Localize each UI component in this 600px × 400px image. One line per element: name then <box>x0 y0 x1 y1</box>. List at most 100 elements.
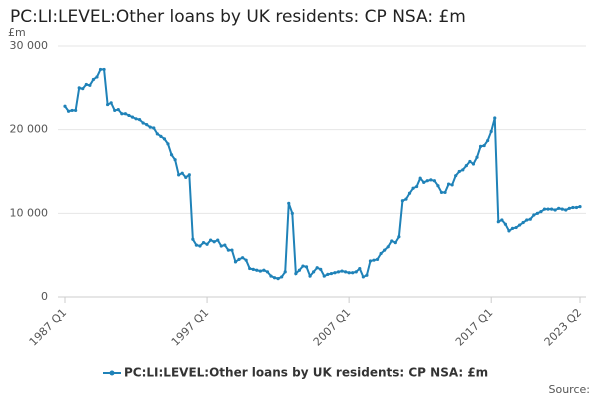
point <box>162 137 167 141</box>
point <box>262 268 266 272</box>
point <box>454 174 458 178</box>
point <box>461 168 465 172</box>
point <box>308 274 312 278</box>
point <box>120 112 124 116</box>
point <box>287 201 291 205</box>
point <box>397 235 401 239</box>
point <box>361 275 365 279</box>
point <box>113 108 117 113</box>
x-tick-label: 2017 Q1 <box>453 306 496 349</box>
point <box>518 223 522 227</box>
point <box>407 191 412 195</box>
point <box>290 211 294 215</box>
point <box>475 155 479 159</box>
point <box>368 259 373 263</box>
point <box>123 112 127 116</box>
legend-marker <box>109 370 115 376</box>
point <box>333 271 337 275</box>
point <box>510 226 515 230</box>
point <box>347 271 351 275</box>
point <box>230 248 234 252</box>
point <box>312 270 316 274</box>
point <box>269 274 273 278</box>
point <box>422 180 426 184</box>
point <box>446 182 451 186</box>
y-unit: £m <box>8 26 26 39</box>
point <box>535 211 539 215</box>
point <box>191 237 195 241</box>
point <box>145 123 149 127</box>
point <box>169 153 174 157</box>
point <box>177 173 181 177</box>
y-tick-label: 30 000 <box>10 39 49 52</box>
y-tick-label: 20 000 <box>10 123 49 136</box>
point <box>237 257 241 261</box>
point <box>464 164 468 168</box>
point <box>272 276 277 280</box>
y-tick-label: 10 000 <box>10 206 49 219</box>
point <box>130 115 135 119</box>
point <box>201 241 206 245</box>
point <box>507 229 511 233</box>
point <box>415 184 419 189</box>
point <box>482 143 486 148</box>
point <box>528 217 532 221</box>
point <box>542 207 547 211</box>
point <box>127 113 131 118</box>
point <box>578 205 582 209</box>
point <box>255 268 259 272</box>
point <box>343 270 348 274</box>
point <box>539 210 543 214</box>
point <box>557 206 561 210</box>
point <box>283 270 287 274</box>
point <box>354 270 358 274</box>
point <box>319 267 323 271</box>
series-line <box>64 68 581 280</box>
point <box>233 260 238 264</box>
point <box>503 222 508 226</box>
point <box>102 67 106 72</box>
point <box>216 238 220 242</box>
point <box>383 248 387 252</box>
point <box>571 205 575 210</box>
point <box>386 245 390 249</box>
point <box>205 242 209 246</box>
point <box>244 258 248 262</box>
point <box>184 175 188 179</box>
point <box>425 179 429 183</box>
point <box>251 267 255 271</box>
point <box>223 243 227 247</box>
point <box>84 82 88 87</box>
x-tick-label: 1987 Q1 <box>27 306 70 349</box>
point <box>198 244 202 248</box>
point <box>297 268 302 272</box>
point <box>137 118 142 122</box>
point <box>471 162 476 166</box>
point <box>212 240 216 244</box>
point <box>336 270 341 274</box>
point <box>390 239 394 243</box>
point <box>258 269 262 273</box>
point <box>567 206 571 210</box>
point <box>418 176 422 180</box>
point <box>141 121 145 125</box>
point <box>493 116 497 120</box>
point <box>173 158 177 162</box>
point <box>375 257 380 261</box>
point <box>301 264 305 268</box>
point <box>521 220 525 225</box>
point <box>276 276 280 281</box>
point <box>486 138 490 143</box>
point <box>436 184 440 188</box>
point <box>116 107 120 112</box>
point <box>159 134 163 138</box>
point <box>180 171 184 175</box>
point <box>514 225 518 230</box>
point <box>553 208 557 212</box>
point <box>365 273 369 277</box>
point <box>148 125 152 129</box>
point <box>194 243 199 247</box>
x-tick-label: 2007 Q1 <box>311 306 354 349</box>
y-tick-label: 0 <box>41 290 48 303</box>
